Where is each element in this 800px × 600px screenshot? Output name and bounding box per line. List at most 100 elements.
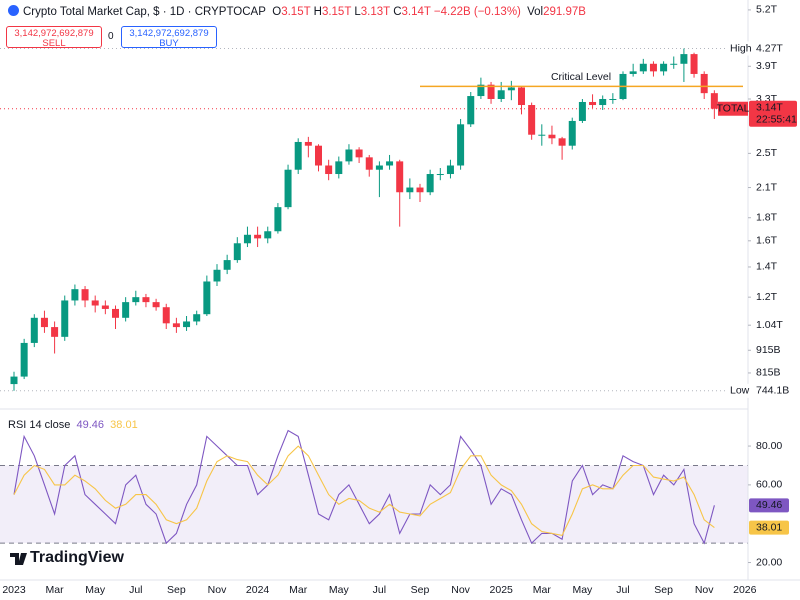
legend-header: Crypto Total Market Cap, $ · 1D · CRYPTO… xyxy=(8,5,589,18)
ohlc-value: 3.15T xyxy=(321,6,352,18)
x-tick-label: Sep xyxy=(411,584,430,596)
symbol-title: Crypto Total Market Cap, $ · 1D · CRYPTO… xyxy=(23,6,266,18)
x-tick-label: Sep xyxy=(167,584,186,596)
ohlc-value: 3.13T xyxy=(360,6,391,18)
y-tick-label: 2.1T xyxy=(756,181,778,193)
candle-body xyxy=(487,84,495,99)
candle-body xyxy=(61,300,69,337)
y-tick-label: 1.2T xyxy=(756,291,778,303)
x-tick-label: Nov xyxy=(695,584,714,596)
candle-body xyxy=(528,105,536,135)
candle-body xyxy=(416,187,424,193)
ohlc-label: H xyxy=(313,6,322,18)
extreme-tag xyxy=(726,383,796,398)
total-tag-name: TOTAL xyxy=(717,103,750,115)
candle-body xyxy=(446,165,454,175)
candle-body xyxy=(142,297,150,303)
extreme-tag xyxy=(726,41,796,56)
candle-body xyxy=(365,157,373,170)
x-tick-label: Mar xyxy=(533,584,552,596)
x-tick-label: Nov xyxy=(208,584,227,596)
x-tick-label: 2024 xyxy=(246,584,270,596)
y-tick-label: 915B xyxy=(756,344,781,356)
buy-button[interactable]: 3,142,972,692,879 BUY xyxy=(121,26,217,49)
x-tick-label: Jul xyxy=(129,584,142,596)
candle-body xyxy=(710,93,718,109)
x-tick-label: Jul xyxy=(616,584,629,596)
candle-body xyxy=(639,63,647,72)
ohlc-label: C xyxy=(393,6,402,18)
rsi-band-fill xyxy=(0,465,748,544)
candle-body xyxy=(20,342,28,377)
candle-body xyxy=(670,63,678,65)
sell-label: SELL xyxy=(42,38,66,49)
spread: 0 xyxy=(108,31,114,42)
x-tick-label: Jul xyxy=(373,584,386,596)
rsi-title: RSI 14 close xyxy=(8,419,71,431)
candle-body xyxy=(101,305,109,309)
candle-body xyxy=(233,243,241,261)
candle-body xyxy=(660,63,668,72)
candle-body xyxy=(355,149,363,158)
change: −4.22B (−0.13%) xyxy=(433,6,521,18)
rsi-ma-line xyxy=(13,445,715,537)
sell-price: 3,142,972,692,879 xyxy=(14,28,94,39)
x-tick-label: 2023 xyxy=(2,584,26,596)
candle-body xyxy=(345,149,353,162)
candle-body xyxy=(396,161,404,193)
ohlc-value: 3.15T xyxy=(281,6,311,18)
candle-body xyxy=(132,297,140,303)
candle-body xyxy=(518,87,525,106)
candle-body xyxy=(40,317,48,328)
y-tick-label: 1.04T xyxy=(756,319,783,331)
y-tick-label: 3.9T xyxy=(756,60,778,72)
y-tick-label: 80.00 xyxy=(756,440,782,452)
candle-body xyxy=(294,141,302,170)
candle-body xyxy=(172,323,180,328)
candle-body xyxy=(558,138,566,146)
x-tick-label: May xyxy=(572,584,593,596)
candle-body xyxy=(284,169,292,208)
ohlc-value: 3.14T xyxy=(401,6,431,18)
candle-body xyxy=(568,120,576,146)
extreme-value: 744.1B xyxy=(756,385,789,397)
x-tick-label: Mar xyxy=(46,584,65,596)
candle-body xyxy=(548,134,556,139)
x-tick-label: May xyxy=(85,584,106,596)
x-tick-label: Nov xyxy=(451,584,470,596)
volume-value: 291.97B xyxy=(543,6,586,18)
brand-logo xyxy=(10,553,27,565)
candle-body xyxy=(81,289,89,301)
candle-body xyxy=(325,165,333,175)
x-tick-label: 2026 xyxy=(733,584,757,596)
candle-body xyxy=(680,54,688,64)
candle-body xyxy=(457,124,465,166)
total-tag xyxy=(718,101,748,116)
extreme-label: Low xyxy=(730,385,750,397)
candle-body xyxy=(152,302,160,308)
rsi-tag xyxy=(749,498,789,513)
x-tick-label: 2025 xyxy=(490,584,514,596)
rsi-ma-value: 38.01 xyxy=(110,419,138,431)
candle-body xyxy=(386,161,394,166)
y-tick-label: 2.5T xyxy=(756,147,778,159)
candle-body xyxy=(30,317,38,343)
symbol-icon xyxy=(8,5,19,16)
candle-body xyxy=(203,281,211,315)
candle-body xyxy=(122,302,130,318)
x-tick-label: May xyxy=(329,584,350,596)
rsi-legend: RSI 14 close 49.46 38.01 xyxy=(8,419,138,431)
candle-body xyxy=(264,231,272,239)
sell-button[interactable]: 3,142,972,692,879 SELL xyxy=(6,26,102,49)
candle-body xyxy=(243,234,251,244)
candle-body xyxy=(599,98,607,106)
critical-level-label: Critical Level xyxy=(551,71,611,83)
candle-body xyxy=(690,54,698,74)
candle-body xyxy=(183,321,191,328)
candle-body xyxy=(274,207,282,232)
price-tag-value: 3.14T xyxy=(756,102,783,114)
rsi-value: 49.46 xyxy=(76,419,105,431)
y-tick-label: 20.00 xyxy=(756,556,782,568)
